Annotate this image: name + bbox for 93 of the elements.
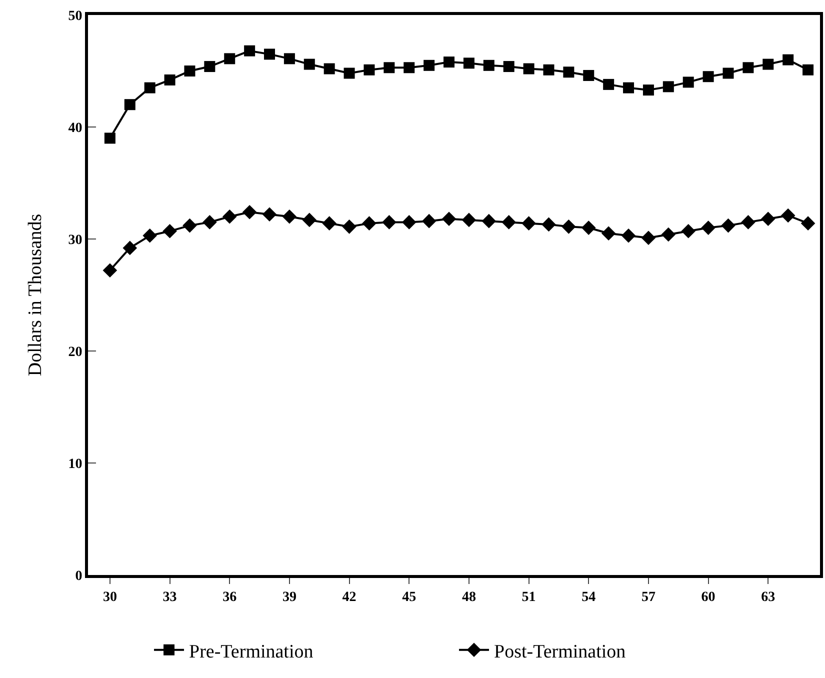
point [344, 68, 355, 79]
point [164, 74, 176, 86]
x-tick-label: 57 [641, 590, 656, 605]
point [721, 218, 736, 233]
point [462, 212, 476, 228]
point [702, 71, 714, 82]
point [641, 230, 656, 246]
point [623, 82, 634, 94]
y-tick-label: 30 [68, 232, 82, 248]
x-tick-label: 54 [582, 590, 596, 605]
point [662, 81, 674, 92]
point [384, 62, 395, 74]
point [621, 228, 636, 243]
point [583, 70, 594, 81]
legend-label: Post-Termination [494, 641, 626, 662]
point [681, 224, 696, 238]
point [404, 62, 415, 74]
point [483, 60, 494, 71]
point [782, 54, 794, 66]
point [242, 204, 257, 220]
point [122, 240, 138, 256]
x-tick-label: 42 [342, 590, 356, 605]
point [603, 78, 614, 90]
point [422, 214, 436, 228]
y-tick-label: 20 [68, 344, 82, 360]
point [262, 207, 277, 222]
point [222, 209, 237, 224]
point [701, 220, 716, 235]
x-tick-label: 33 [162, 590, 177, 605]
point [503, 61, 514, 72]
point [642, 84, 654, 96]
point [402, 215, 416, 230]
point [124, 99, 136, 110]
point [523, 63, 534, 74]
point [542, 217, 556, 232]
point [741, 215, 756, 230]
point [282, 209, 297, 224]
point [482, 214, 496, 228]
x-tick-label: 30 [102, 590, 117, 605]
point [742, 62, 754, 74]
point [104, 132, 116, 144]
x-tick-label: 60 [701, 590, 716, 605]
x-tick-label: 51 [522, 590, 536, 605]
x-tick-label: 63 [761, 590, 776, 605]
point [364, 64, 375, 76]
point [762, 58, 774, 70]
point [424, 60, 435, 71]
x-tick-label: 36 [222, 590, 237, 605]
point [302, 212, 317, 228]
point [800, 216, 816, 230]
point [322, 216, 336, 230]
y-tick-label: 0 [75, 568, 82, 584]
point [444, 56, 455, 68]
point [204, 61, 216, 72]
point [224, 53, 236, 64]
point [661, 227, 676, 242]
y-axis-title: Dollars in Thousands [25, 214, 46, 376]
point [581, 220, 596, 235]
y-tick-label: 50 [68, 8, 82, 24]
point [324, 63, 335, 74]
legend-label: Pre-Termination [189, 641, 314, 662]
point [463, 58, 474, 69]
point [601, 226, 616, 241]
point [142, 228, 157, 243]
point [182, 218, 197, 233]
point [362, 216, 376, 230]
point [284, 53, 295, 64]
point [382, 215, 396, 230]
point [162, 224, 177, 238]
x-tick-label: 48 [462, 590, 476, 605]
y-tick-label: 10 [68, 456, 82, 472]
x-tick-label: 45 [402, 590, 416, 605]
point [304, 58, 315, 70]
point [543, 64, 554, 76]
point [563, 66, 574, 78]
point [144, 82, 156, 94]
point [202, 215, 217, 230]
point [562, 220, 576, 234]
point [760, 212, 776, 226]
point [264, 48, 275, 60]
point [522, 216, 536, 230]
point [184, 66, 196, 76]
y-tick-label: 40 [68, 120, 82, 136]
point [442, 212, 456, 226]
point [682, 76, 694, 88]
point [342, 220, 356, 234]
point [244, 45, 256, 56]
point [780, 208, 796, 223]
x-tick-label: 39 [282, 590, 296, 605]
point [722, 68, 734, 79]
point [102, 263, 118, 278]
point [802, 64, 814, 76]
point [502, 215, 516, 230]
